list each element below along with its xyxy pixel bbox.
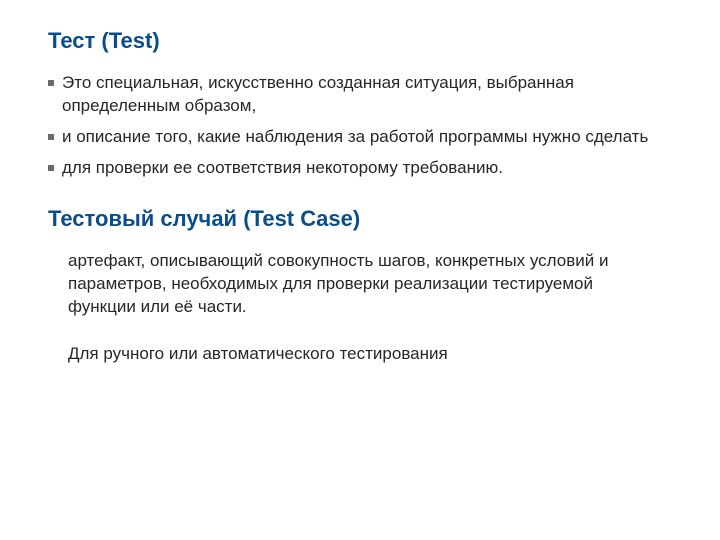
section2-paragraph1: артефакт, описывающий совокупность шагов… xyxy=(48,250,672,319)
section2-title: Тестовый случай (Test Case) xyxy=(48,206,672,232)
bullet-item: для проверки ее соответствия некоторому … xyxy=(48,157,672,180)
bullet-item: и описание того, какие наблюдения за раб… xyxy=(48,126,672,149)
section1-title: Тест (Test) xyxy=(48,28,672,54)
bullet-item: Это специальная, искусственно созданная … xyxy=(48,72,672,118)
section1-bullets: Это специальная, искусственно созданная … xyxy=(48,72,672,180)
section2-paragraph2: Для ручного или автоматического тестиров… xyxy=(48,343,672,366)
